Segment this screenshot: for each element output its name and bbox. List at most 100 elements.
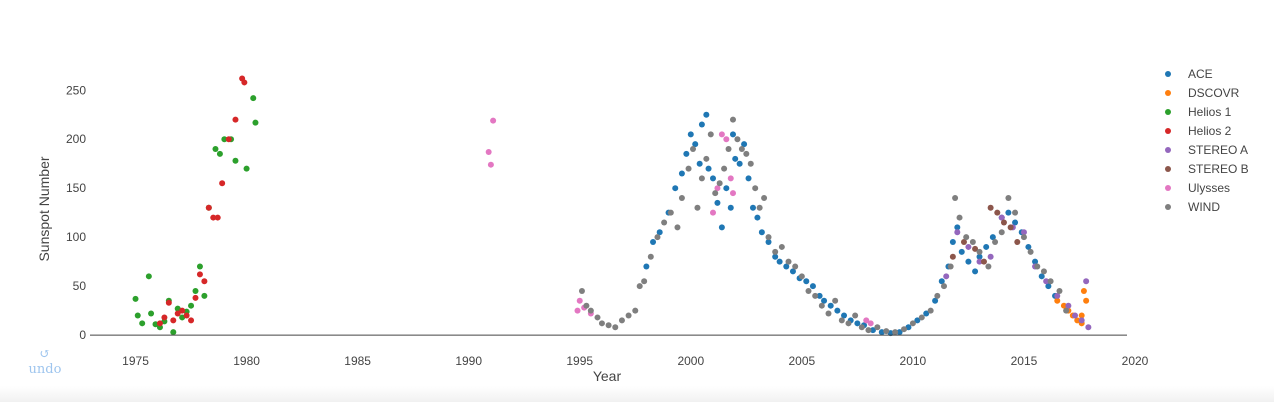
- data-point[interactable]: [703, 111, 710, 118]
- data-point[interactable]: [672, 185, 679, 192]
- data-point[interactable]: [785, 258, 792, 265]
- data-point[interactable]: [869, 327, 876, 334]
- data-point[interactable]: [196, 271, 203, 278]
- data-point[interactable]: [778, 243, 785, 250]
- undo-button[interactable]: ↺ undo: [28, 348, 62, 378]
- data-point[interactable]: [992, 239, 999, 246]
- data-point[interactable]: [641, 278, 648, 285]
- data-point[interactable]: [485, 148, 492, 155]
- data-point[interactable]: [625, 312, 632, 319]
- data-point[interactable]: [865, 327, 872, 334]
- data-point[interactable]: [1083, 297, 1090, 304]
- data-point[interactable]: [252, 119, 259, 126]
- data-point[interactable]: [687, 131, 694, 138]
- data-point[interactable]: [969, 239, 976, 246]
- data-point[interactable]: [696, 160, 703, 167]
- data-point[interactable]: [892, 329, 899, 336]
- data-point[interactable]: [707, 131, 714, 138]
- data-point[interactable]: [1014, 239, 1021, 246]
- data-point[interactable]: [1020, 229, 1027, 236]
- data-point[interactable]: [192, 288, 199, 294]
- data-point[interactable]: [765, 239, 772, 246]
- data-point[interactable]: [1078, 312, 1085, 319]
- data-point[interactable]: [943, 273, 950, 280]
- data-point[interactable]: [812, 292, 819, 299]
- data-point[interactable]: [598, 320, 605, 327]
- data-point[interactable]: [940, 283, 947, 290]
- data-point[interactable]: [798, 273, 805, 280]
- data-point[interactable]: [776, 258, 783, 265]
- data-point[interactable]: [714, 185, 721, 192]
- data-point[interactable]: [165, 299, 172, 306]
- data-point[interactable]: [838, 317, 845, 324]
- data-point[interactable]: [980, 258, 987, 265]
- data-point[interactable]: [738, 146, 745, 153]
- data-point[interactable]: [960, 239, 967, 246]
- data-point[interactable]: [170, 317, 177, 324]
- legend-item[interactable]: WIND: [1165, 200, 1220, 214]
- data-point[interactable]: [727, 204, 734, 211]
- data-point[interactable]: [949, 253, 956, 260]
- data-point[interactable]: [1043, 278, 1050, 285]
- data-point[interactable]: [574, 307, 581, 314]
- data-point[interactable]: [998, 229, 1005, 236]
- legend-item[interactable]: STEREO B: [1165, 162, 1249, 176]
- data-point[interactable]: [772, 248, 779, 255]
- data-point[interactable]: [998, 214, 1005, 221]
- data-point[interactable]: [729, 116, 736, 123]
- data-point[interactable]: [783, 263, 790, 270]
- data-point[interactable]: [721, 165, 728, 172]
- data-point[interactable]: [805, 288, 812, 294]
- data-point[interactable]: [1072, 312, 1079, 319]
- data-point[interactable]: [490, 117, 497, 124]
- data-point[interactable]: [714, 199, 721, 206]
- data-point[interactable]: [132, 295, 139, 302]
- data-point[interactable]: [487, 161, 494, 168]
- data-point[interactable]: [734, 136, 741, 143]
- data-point[interactable]: [963, 234, 970, 241]
- data-point[interactable]: [1040, 268, 1047, 275]
- data-point[interactable]: [694, 204, 701, 211]
- data-point[interactable]: [1027, 248, 1034, 255]
- data-point[interactable]: [636, 283, 643, 290]
- data-point[interactable]: [858, 324, 865, 331]
- data-point[interactable]: [1074, 317, 1081, 324]
- data-point[interactable]: [983, 243, 990, 250]
- data-point[interactable]: [934, 292, 941, 299]
- data-point[interactable]: [749, 204, 756, 211]
- data-point[interactable]: [703, 155, 710, 162]
- data-point[interactable]: [170, 329, 177, 336]
- data-point[interactable]: [1054, 292, 1061, 299]
- data-point[interactable]: [909, 320, 916, 327]
- data-point[interactable]: [747, 160, 754, 167]
- data-point[interactable]: [685, 165, 692, 172]
- legend-item[interactable]: Ulysses: [1165, 181, 1230, 195]
- data-point[interactable]: [818, 302, 825, 309]
- data-point[interactable]: [578, 288, 585, 294]
- data-point[interactable]: [698, 175, 705, 182]
- data-point[interactable]: [985, 263, 992, 270]
- data-point[interactable]: [874, 324, 881, 331]
- data-point[interactable]: [792, 263, 799, 270]
- data-point[interactable]: [232, 157, 239, 164]
- data-point[interactable]: [594, 314, 601, 321]
- data-point[interactable]: [918, 314, 925, 321]
- data-point[interactable]: [752, 185, 759, 192]
- data-point[interactable]: [654, 234, 661, 241]
- data-point[interactable]: [161, 314, 168, 321]
- data-point[interactable]: [727, 175, 734, 182]
- data-point[interactable]: [723, 136, 730, 143]
- data-point[interactable]: [214, 214, 221, 221]
- data-point[interactable]: [1020, 234, 1027, 241]
- data-point[interactable]: [196, 263, 203, 270]
- data-point[interactable]: [949, 239, 956, 246]
- data-point[interactable]: [212, 146, 219, 153]
- data-point[interactable]: [883, 328, 890, 335]
- data-point[interactable]: [232, 116, 239, 123]
- data-point[interactable]: [803, 278, 810, 285]
- data-point[interactable]: [139, 320, 146, 327]
- data-point[interactable]: [761, 194, 768, 201]
- data-point[interactable]: [1060, 302, 1067, 309]
- data-point[interactable]: [712, 190, 719, 197]
- data-point[interactable]: [958, 248, 965, 255]
